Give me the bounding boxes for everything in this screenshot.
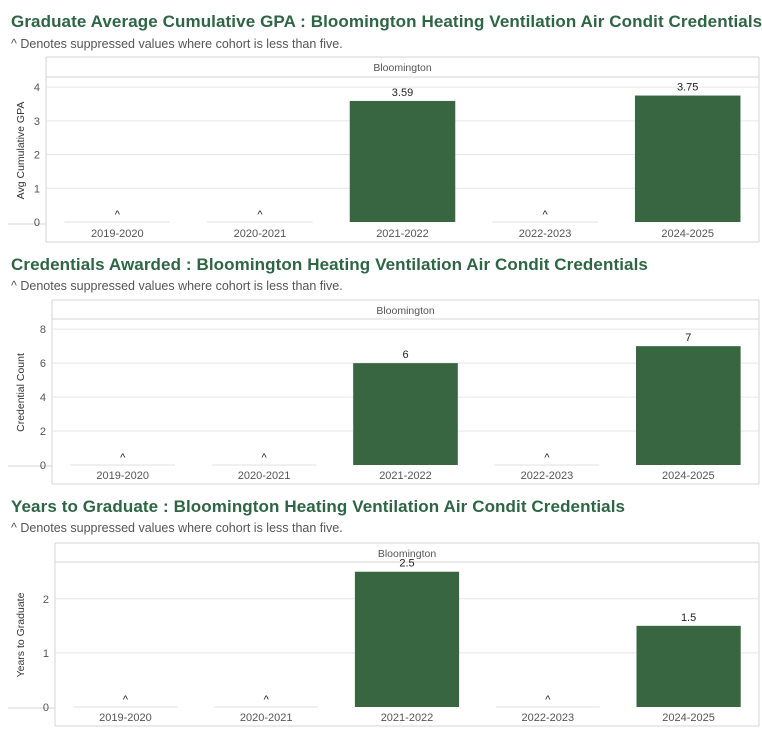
y-axis-title: Avg Cumulative GPA (15, 102, 27, 200)
x-tick-label: 2024-2025 (661, 228, 714, 240)
data-label: ^ (115, 209, 121, 221)
chart-subtitle: ^ Denotes suppressed values where cohort… (11, 521, 343, 535)
x-tick-label: 2020-2021 (238, 470, 291, 482)
y-tick-label: 3 (34, 116, 40, 128)
y-tick-label: 8 (40, 324, 46, 336)
panel-header-label: Bloomington (373, 62, 432, 74)
y-tick-label: 2 (43, 594, 49, 606)
x-tick-label: 2019-2020 (91, 228, 144, 240)
data-label: ^ (123, 694, 129, 706)
bar (349, 100, 456, 222)
data-label: 6 (402, 349, 408, 361)
bar (353, 363, 458, 465)
data-label: 2.5 (399, 558, 414, 570)
x-tick-label: 2021-2022 (376, 228, 429, 240)
y-tick-label: 1 (43, 648, 49, 660)
y-tick-label: 0 (43, 702, 49, 714)
y-tick-label: 0 (34, 217, 40, 229)
bar (636, 625, 741, 707)
chart-title: Credentials Awarded : Bloomington Heatin… (11, 255, 648, 274)
x-tick-label: 2019-2020 (96, 470, 149, 482)
data-label: 7 (685, 332, 691, 344)
bar (634, 95, 741, 222)
y-tick-label: 2 (34, 150, 40, 162)
x-tick-label: 2022-2023 (521, 470, 574, 482)
y-axis-title: Years to Graduate (15, 592, 27, 677)
y-axis-title: Credential Count (15, 353, 27, 432)
bar (635, 346, 741, 465)
gpa-bar-chart: Bloomington 0 1 2 3 4 Avg Cumulative GPA ^ 2019-… (8, 56, 760, 243)
years-chart-section: Years to Graduate : Bloomington Heating … (0, 485, 762, 738)
x-tick-label: 2020-2021 (240, 712, 293, 724)
data-label: ^ (264, 694, 270, 706)
chart-title: Graduate Average Cumulative GPA : Bloomi… (11, 12, 762, 31)
panel-header-label: Bloomington (376, 305, 435, 317)
bar (354, 571, 460, 707)
years-bar-chart: Bloomington 0 1 2 Years to Graduate ^ 2019-202… (8, 542, 760, 727)
x-tick-label: 2021-2022 (379, 470, 432, 482)
data-label: ^ (544, 452, 550, 464)
y-tick-label: 1 (34, 183, 40, 195)
data-label: ^ (262, 452, 268, 464)
data-label: 3.59 (392, 87, 413, 99)
data-label: ^ (545, 694, 551, 706)
x-tick-label: 2022-2023 (521, 712, 574, 724)
y-tick-label: 4 (34, 82, 40, 94)
data-label: ^ (257, 209, 263, 221)
data-label: 1.5 (681, 612, 696, 624)
x-tick-label: 2020-2021 (234, 228, 287, 240)
gpa-chart-section: Graduate Average Cumulative GPA : Bloomi… (0, 0, 762, 243)
y-tick-label: 6 (40, 358, 46, 370)
panel-header-label: Bloomington (378, 548, 437, 560)
x-tick-label: 2024-2025 (662, 712, 715, 724)
data-label: 3.75 (677, 82, 698, 94)
y-tick-label: 0 (40, 460, 46, 472)
data-label: ^ (120, 452, 126, 464)
y-tick-label: 2 (40, 426, 46, 438)
x-tick-label: 2021-2022 (381, 712, 434, 724)
chart-subtitle: ^ Denotes suppressed values where cohort… (11, 37, 343, 51)
chart-title: Years to Graduate : Bloomington Heating … (11, 497, 626, 516)
y-tick-label: 4 (40, 392, 46, 404)
x-tick-label: 2022-2023 (519, 228, 572, 240)
credentials-chart-section: Credentials Awarded : Bloomington Heatin… (0, 242, 762, 485)
x-tick-label: 2019-2020 (99, 712, 152, 724)
x-tick-label: 2024-2025 (662, 470, 715, 482)
credentials-bar-chart: Bloomington 0 2 4 6 8 Credential Count ^ 2019-20… (8, 299, 760, 485)
chart-subtitle: ^ Denotes suppressed values where cohort… (11, 279, 343, 293)
data-label: ^ (543, 209, 549, 221)
